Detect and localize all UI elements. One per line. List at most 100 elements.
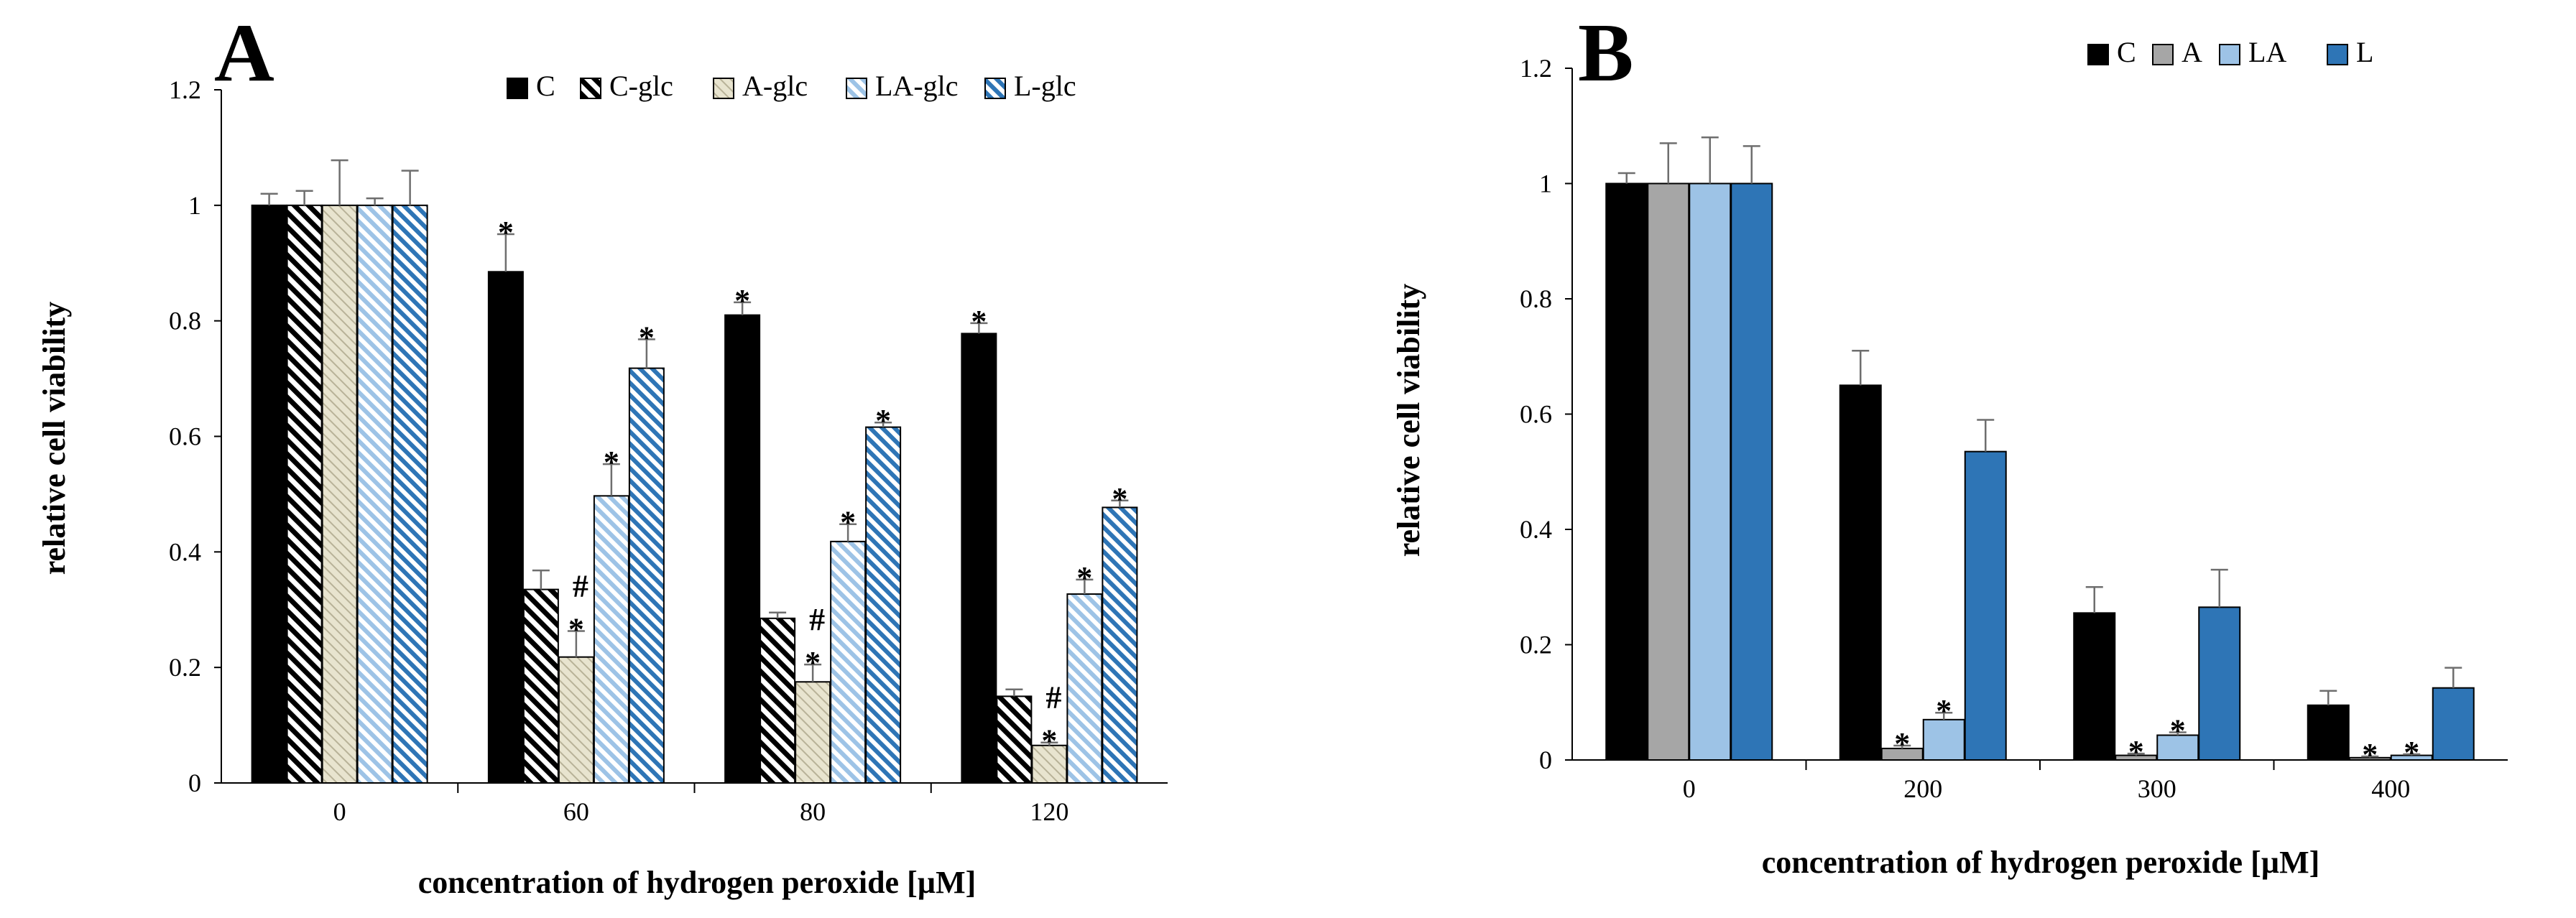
significance-hash: # — [573, 569, 588, 604]
legend-label-c: C — [536, 70, 555, 102]
y-tick-label: 1.2 — [169, 75, 201, 104]
legend-swatch-l-glc — [984, 78, 1006, 99]
bar-l-200 — [1964, 450, 2007, 761]
panel-a-letter: A — [214, 7, 274, 99]
significance-star: * — [1936, 693, 1952, 728]
legend-label-la-glc: LA-glc — [875, 70, 959, 102]
legend-swatch-la — [2219, 44, 2240, 65]
bar-c-glc-60 — [522, 588, 559, 784]
panel-b-legend: C A LA L — [2087, 36, 2373, 68]
bar-a-glc-0 — [321, 204, 358, 784]
panel-b-x-axis-title: concentration of hydrogen peroxide [µM] — [1762, 845, 2320, 880]
x-tick-label: 80 — [800, 797, 826, 826]
bar-la-0 — [1689, 182, 1732, 761]
legend-swatch-c — [2087, 44, 2109, 65]
legend-label-c: C — [2117, 36, 2136, 68]
significance-star: * — [1112, 481, 1127, 516]
significance-star: * — [971, 304, 987, 339]
significance-star: * — [2362, 737, 2378, 772]
y-tick-label: 0.2 — [1520, 631, 1552, 659]
y-tick-label: 0.4 — [1520, 515, 1552, 544]
bar-l-glc-120 — [1102, 506, 1138, 784]
legend-label-l: L — [2356, 36, 2373, 68]
legend-swatch-l — [2327, 44, 2348, 65]
bar-c-0 — [251, 204, 287, 784]
panel-a-x-ticks: 0 60 80 120 — [333, 783, 1068, 826]
legend-label-l-glc: L-glc — [1014, 70, 1076, 102]
panel-a-y-axis-title: relative cell viability — [37, 302, 72, 575]
significance-hash: # — [809, 602, 825, 637]
x-tick-label: 200 — [1903, 774, 1942, 803]
significance-star: * — [734, 283, 750, 318]
x-tick-label: 0 — [333, 797, 346, 826]
bar-la-glc-120 — [1066, 593, 1103, 784]
x-tick-label: 400 — [2371, 774, 2410, 803]
panel-a-bars: * * # * * * * # * * * * # * * — [251, 159, 1138, 784]
y-tick-label: 0 — [1539, 746, 1552, 774]
y-tick-label: 0.8 — [169, 307, 201, 335]
bar-la-200 — [1922, 718, 1965, 761]
significance-star: * — [498, 215, 514, 250]
bar-l-400 — [2432, 687, 2475, 761]
bar-c-300 — [2073, 612, 2116, 761]
y-tick-label: 1 — [1539, 170, 1552, 198]
legend-swatch-a-glc — [713, 78, 734, 99]
legend-swatch-c — [507, 78, 528, 99]
bar-c-60 — [487, 271, 524, 784]
panel-b-x-ticks: 0 200 300 400 — [1683, 760, 2410, 803]
bar-l-300 — [2198, 606, 2241, 761]
y-tick-label: 0 — [188, 769, 201, 797]
y-tick-label: 1.2 — [1520, 54, 1552, 83]
y-tick-label: 0.6 — [1520, 400, 1552, 429]
bar-c-0 — [1605, 182, 1648, 761]
bar-a-0 — [1647, 182, 1690, 761]
bar-c-120 — [961, 333, 997, 784]
bar-l-0 — [1730, 182, 1773, 761]
legend-label-a-glc: A-glc — [742, 70, 808, 102]
significance-star: * — [1894, 726, 1910, 761]
bar-c-glc-120 — [996, 695, 1033, 784]
significance-star: * — [875, 403, 891, 438]
legend-swatch-a — [2152, 44, 2174, 65]
bar-la-glc-60 — [593, 495, 629, 784]
x-tick-label: 120 — [1030, 797, 1068, 826]
significance-star: * — [805, 645, 821, 680]
panel-b-chart: B 0 0.2 0.4 0.6 0.8 1 1.2 * * * * * * 0 200 300 400 re… — [1391, 7, 2508, 880]
y-tick-label: 1 — [188, 191, 201, 220]
legend-swatch-c-glc — [580, 78, 601, 99]
significance-star: * — [639, 320, 655, 355]
bar-c-glc-80 — [760, 617, 796, 784]
panel-a-chart: A 0 0.2 0.4 0.6 0.8 1 1.2 * * # * * * * # * * * * # * * 0 60 8… — [37, 7, 1168, 900]
bar-c-400 — [2307, 704, 2350, 761]
significance-star: * — [2404, 735, 2419, 770]
significance-star: * — [1076, 560, 1092, 595]
panel-a-x-axis-title: concentration of hydrogen peroxide [µM] — [418, 865, 977, 900]
y-tick-label: 0.2 — [169, 653, 201, 682]
panel-b-letter: B — [1578, 7, 1633, 99]
legend-swatch-la-glc — [846, 78, 867, 99]
significance-star: * — [1041, 723, 1057, 759]
panel-a-legend: C C-glc A-glc LA-glc L-glc — [507, 70, 1076, 102]
legend-label-c-glc: C-glc — [609, 70, 673, 102]
legend-label-a: A — [2182, 36, 2202, 68]
y-tick-label: 0.6 — [169, 422, 201, 451]
legend-label-la: LA — [2248, 36, 2286, 68]
y-tick-label: 0.8 — [1520, 284, 1552, 313]
bar-c-80 — [724, 314, 761, 784]
significance-star: * — [568, 612, 584, 647]
x-tick-label: 60 — [563, 797, 589, 826]
significance-star: * — [2128, 734, 2144, 769]
bar-la-glc-80 — [830, 540, 867, 784]
panel-b-bars: * * * * * * — [1605, 136, 2475, 772]
significance-star: * — [840, 505, 856, 540]
panel-b-y-axis-title: relative cell viability — [1391, 284, 1426, 557]
bar-c-glc-0 — [286, 204, 323, 784]
significance-star: * — [2170, 713, 2186, 748]
x-tick-label: 300 — [2138, 774, 2176, 803]
significance-hash: # — [1045, 680, 1061, 715]
y-tick-label: 0.4 — [169, 537, 201, 566]
bar-a-glc-80 — [795, 681, 831, 784]
bar-l-glc-80 — [865, 426, 902, 784]
x-tick-label: 0 — [1683, 774, 1696, 803]
